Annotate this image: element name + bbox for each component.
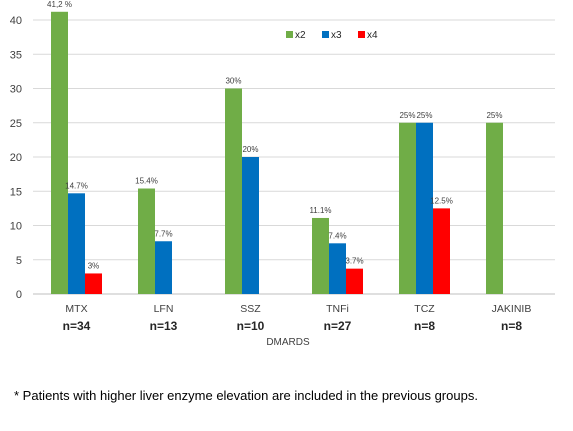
data-label: 15.4% (135, 177, 158, 186)
data-label: 3% (88, 261, 100, 270)
bar (155, 241, 172, 294)
data-label: 7.4% (328, 231, 346, 240)
y-tick-label: 40 (10, 15, 22, 27)
bar (51, 11, 68, 295)
legend-swatch (322, 31, 329, 38)
y-tick-label: 20 (10, 152, 22, 164)
bar (85, 273, 102, 294)
data-label: 20% (242, 145, 258, 154)
data-label: 11.1% (309, 206, 331, 215)
bar (399, 122, 416, 294)
x-tick-label: JAKINIB (492, 303, 532, 315)
footnote: * Patients with higher liver enzyme elev… (14, 388, 478, 403)
x-axis-title: DMARDS (266, 337, 310, 348)
bar (416, 122, 433, 294)
data-label: 3.7% (345, 257, 363, 266)
bar (329, 243, 346, 294)
sample-size-label: n=13 (150, 319, 178, 333)
bar (346, 268, 363, 294)
x-tick-label: TNFi (326, 303, 349, 315)
bar (433, 208, 450, 294)
bar (225, 88, 242, 294)
data-label: 14.7% (65, 181, 88, 190)
bar (138, 188, 155, 294)
data-label: 25% (416, 111, 432, 120)
sample-size-label: n=10 (237, 319, 265, 333)
y-tick-label: 25 (10, 118, 22, 130)
sample-size-label: n=27 (324, 319, 352, 333)
legend-swatch (358, 31, 365, 38)
y-tick-label: 5 (16, 255, 22, 267)
data-label: 30% (225, 77, 241, 86)
legend-swatch (286, 31, 293, 38)
y-tick-label: 10 (10, 221, 22, 233)
legend-label: x3 (331, 30, 342, 41)
bar (486, 122, 503, 294)
y-tick-label: 30 (10, 84, 22, 96)
data-label: 25% (486, 111, 502, 120)
data-label: 25% (399, 111, 415, 120)
bar (312, 217, 329, 294)
y-tick-label: 35 (10, 49, 22, 61)
data-label: 7.7% (154, 229, 172, 238)
bar (242, 157, 259, 294)
bar-chart: 0 5 10 15 20 25 30 35 40 41,2 % 14.7% 3% MTX n=34 15.4… (10, 0, 555, 348)
sample-size-label: n=8 (414, 319, 435, 333)
x-tick-label: TCZ (414, 303, 435, 315)
data-label: 12.5% (430, 196, 453, 205)
y-tick-label: 15 (10, 186, 22, 198)
bar (68, 193, 85, 294)
x-tick-label: LFN (154, 303, 174, 315)
legend-label: x2 (295, 30, 306, 41)
sample-size-label: n=34 (63, 319, 91, 333)
data-label: 41,2 % (47, 0, 72, 9)
legend-label: x4 (367, 30, 378, 41)
x-tick-label: MTX (65, 303, 87, 315)
x-tick-label: SSZ (240, 303, 261, 315)
y-tick-label: 0 (16, 289, 22, 301)
sample-size-label: n=8 (501, 319, 522, 333)
